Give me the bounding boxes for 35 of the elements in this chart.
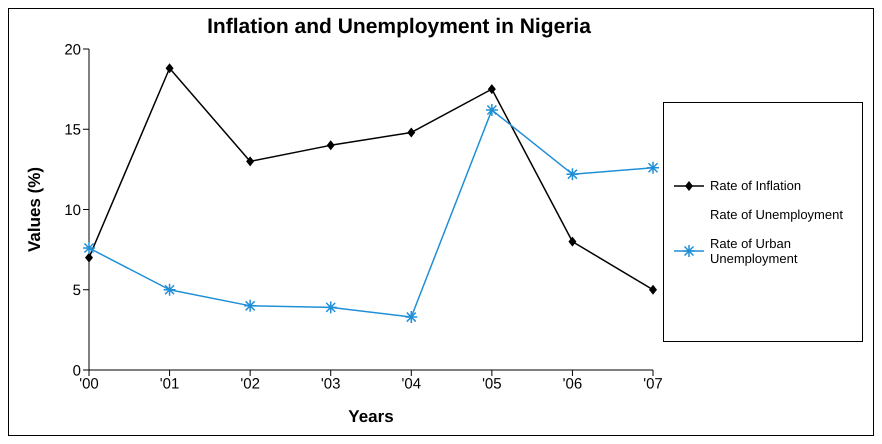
point — [485, 103, 499, 117]
point — [646, 161, 660, 175]
chart-title: Inflation and Unemployment in Nigeria — [206, 15, 592, 39]
x-tick-label: '07 — [643, 376, 663, 393]
point — [326, 140, 335, 150]
x-tick-label: '00 — [79, 376, 99, 393]
x-tick-label: '05 — [482, 376, 502, 393]
x-tick-label: '02 — [240, 376, 260, 393]
y-tick-label: 15 — [64, 122, 81, 139]
point — [85, 252, 93, 263]
x-axis-title: Years — [348, 407, 394, 426]
point — [407, 127, 416, 138]
point — [82, 241, 96, 255]
y-tick-label: 5 — [72, 282, 81, 300]
y-tick-label: 0 — [72, 362, 81, 380]
point — [566, 167, 580, 181]
point — [488, 84, 496, 94]
point — [568, 236, 576, 247]
legend-label: Rate of Urban Unemployment — [710, 236, 798, 266]
point — [243, 299, 257, 313]
point — [166, 63, 174, 74]
x-tick-label: '03 — [320, 376, 340, 393]
y-tick-label: 10 — [64, 202, 81, 219]
point — [649, 284, 657, 295]
point — [246, 156, 254, 166]
x-tick-label: '01 — [160, 376, 180, 393]
point — [404, 310, 418, 324]
point — [324, 300, 338, 314]
y-axis-title: Values (%) — [25, 166, 44, 252]
x-tick-label: '06 — [562, 376, 582, 393]
y-tick-label: 20 — [64, 41, 81, 58]
x-tick-label: '04 — [402, 376, 422, 393]
legend-label: Rate of Inflation — [710, 178, 802, 193]
point — [162, 283, 176, 296]
text: Rate of Unemployment — [710, 207, 844, 222]
